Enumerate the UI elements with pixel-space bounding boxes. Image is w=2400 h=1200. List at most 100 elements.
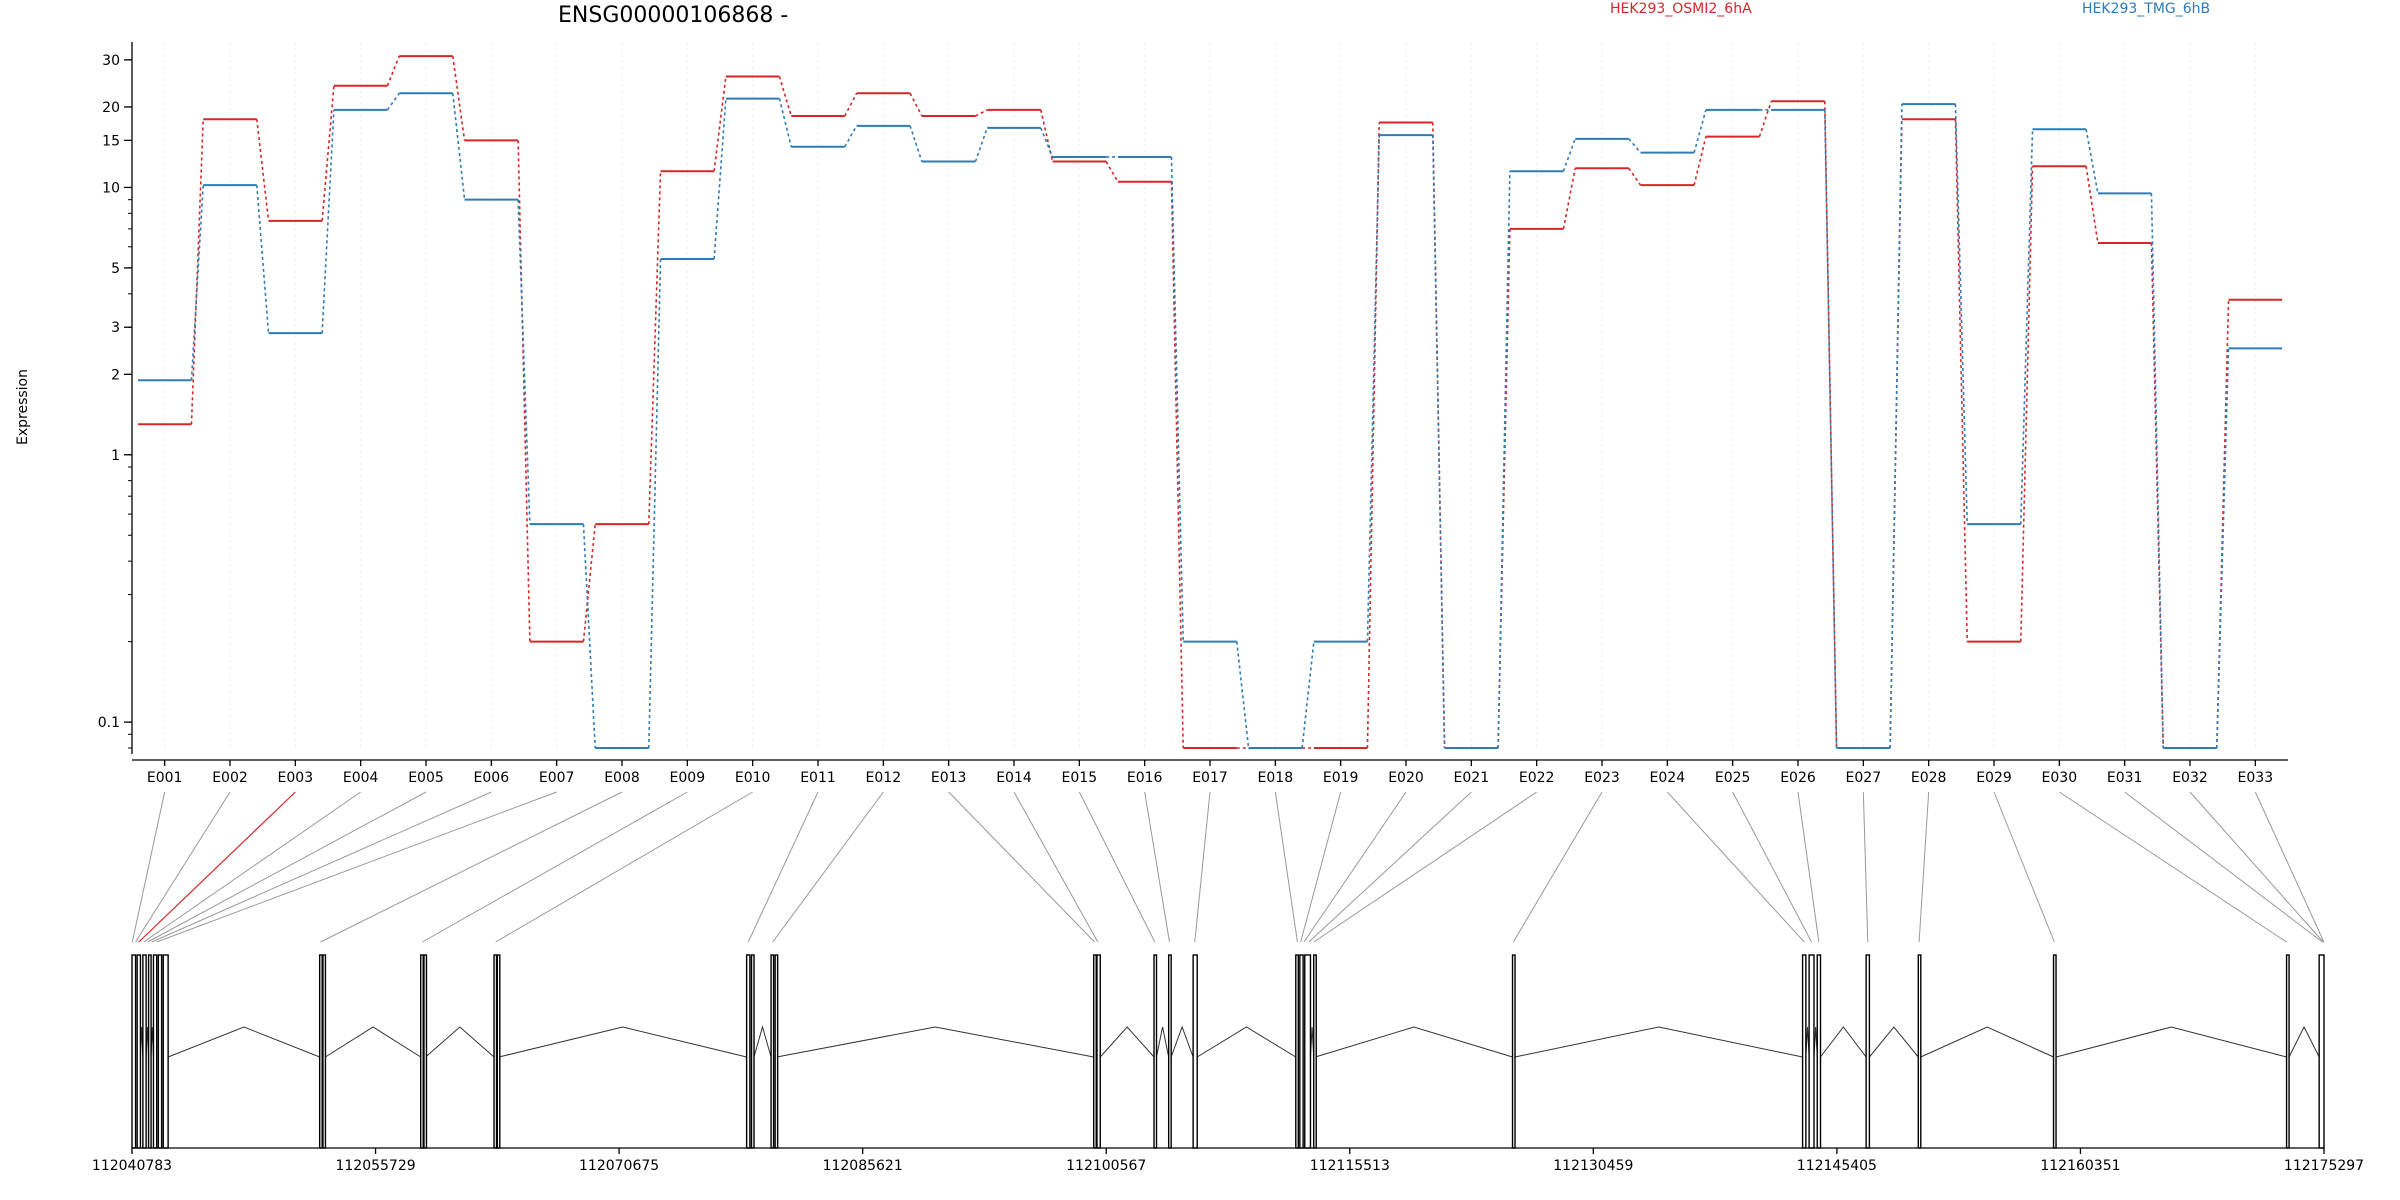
exon-box [1808, 954, 1815, 1149]
series-1-connector [1170, 181, 1185, 749]
exon-label-e009: E009 [670, 770, 706, 786]
bin-connector-e024 [1666, 791, 1805, 943]
y-tick-label: 20 [102, 100, 120, 116]
exon-box [1816, 954, 1822, 1149]
intron [1869, 1026, 1919, 1058]
exon-label-e020: E020 [1388, 770, 1424, 786]
series-1-connector [321, 85, 335, 221]
y-tick-label: 30 [102, 53, 120, 69]
series-1-connector [386, 55, 400, 87]
series-2-connector [909, 125, 923, 162]
series-2-connector [1562, 138, 1576, 172]
exon-label-e021: E021 [1454, 770, 1490, 786]
series-2-connector [1040, 127, 1054, 158]
exon-box [318, 954, 323, 1149]
exon-label-e010: E010 [735, 770, 771, 786]
exon-label-e027: E027 [1846, 770, 1882, 786]
series-2-connector [1628, 138, 1642, 154]
exon-label-e011: E011 [800, 770, 836, 786]
series-1-connector [1040, 109, 1054, 162]
legend-entry-series-2: HEK293_TMG_6hB [2082, 1, 2210, 17]
exon-label-e023: E023 [1584, 770, 1620, 786]
series-1-connector [647, 171, 662, 525]
exon-box [322, 954, 327, 1149]
bin-connector-e009 [422, 791, 688, 943]
y-tick-label: 0.1 [98, 715, 120, 731]
series-2-connector [582, 524, 597, 749]
exon-label-e032: E032 [2172, 770, 2208, 786]
exon-label-e028: E028 [1911, 770, 1947, 786]
intron [2055, 1026, 2287, 1058]
y-tick-label: 1 [111, 448, 120, 464]
genomic-coordinate-label: 112100567 [1066, 1158, 1146, 1174]
exon-box [774, 954, 779, 1149]
series-2-connector [190, 185, 205, 381]
exon-label-e031: E031 [2107, 770, 2143, 786]
series-1-connector [582, 524, 597, 642]
series-1-connector [451, 55, 466, 141]
y-axis-label: Expression [15, 369, 31, 445]
series-1-connector [1366, 122, 1381, 749]
exon-box [1801, 954, 1807, 1149]
bin-connector-e033 [2254, 791, 2325, 943]
exon-box [1865, 954, 1871, 1149]
series-2-connector [647, 258, 662, 749]
series-2-connector [1889, 104, 1903, 749]
bin-connector-e032 [2189, 791, 2324, 943]
exon-label-e017: E017 [1192, 770, 1228, 786]
series-2-connector [321, 109, 335, 334]
gene-model [131, 954, 2325, 1149]
intron [1920, 1026, 2054, 1058]
legend-entry-series-1: HEK293_OSMI2_6hA [1610, 1, 1752, 17]
genomic-coordinate-label: 112145405 [1797, 1158, 1877, 1174]
exon-box [2052, 954, 2057, 1149]
exon-box [1192, 954, 1198, 1149]
series-2-connector [1693, 109, 1707, 153]
intron [1155, 1026, 1170, 1058]
genomic-coordinate-label: 112115513 [1310, 1158, 1390, 1174]
bin-connector-e006 [151, 791, 492, 943]
exon-label-e024: E024 [1650, 770, 1686, 786]
genomic-coordinate-label: 112085621 [823, 1158, 903, 1174]
y-tick-label: 3 [111, 320, 120, 336]
bin-connector-e015 [1078, 791, 1156, 943]
exon-label-e004: E004 [343, 770, 379, 786]
series-1-connector [255, 119, 270, 221]
exon-box [1304, 954, 1312, 1149]
intron [425, 1026, 495, 1058]
series-1-connector [1105, 161, 1119, 183]
series-1-connector [1628, 167, 1642, 186]
intron [776, 1026, 1094, 1058]
exon-box [770, 954, 775, 1149]
bin-connector-e031 [2124, 791, 2323, 943]
exon-box [750, 954, 755, 1149]
genomic-coordinate-label: 112070675 [579, 1158, 659, 1174]
genomic-coordinate-label: 112040783 [92, 1158, 172, 1174]
exon-box [423, 954, 428, 1149]
series-2-connector [1301, 641, 1315, 749]
exon-box [1295, 954, 1299, 1149]
series-1-connector [909, 92, 923, 117]
intron [325, 1026, 421, 1058]
y-tick-label: 10 [102, 180, 120, 196]
series-2-connector [974, 127, 988, 162]
series-2-connector [713, 98, 727, 260]
series-2-connector [451, 93, 466, 200]
y-tick-label: 2 [111, 367, 120, 383]
series-2-connector [2019, 129, 2034, 525]
bin-connector-e023 [1512, 791, 1603, 943]
series-1-connector [1562, 168, 1576, 230]
exon-label-e005: E005 [408, 770, 444, 786]
intron [1099, 1026, 1155, 1058]
series-2-connector [778, 98, 792, 147]
series-1-connector [1954, 119, 1969, 642]
series-1-connector [517, 140, 531, 642]
series-1-connector [1758, 101, 1772, 137]
exon-box [136, 954, 142, 1149]
exon-box [1511, 954, 1516, 1149]
exon-label-e008: E008 [604, 770, 640, 786]
exon-box [1313, 954, 1317, 1149]
bin-connector-e020 [1303, 791, 1407, 943]
exon-label-e026: E026 [1780, 770, 1816, 786]
exon-label-e030: E030 [2042, 770, 2078, 786]
